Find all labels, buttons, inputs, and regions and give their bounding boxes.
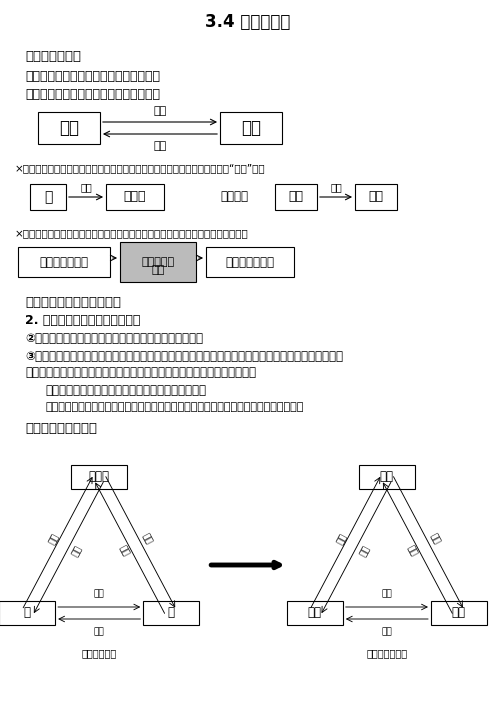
Text: 气态: 气态 bbox=[369, 190, 383, 204]
Text: ×树枝上的雾淞、玻璃上的冰花、露的形成过程中什么物质发生了怎样的物态变化？: ×树枝上的雾淞、玻璃上的冰花、露的形成过程中什么物质发生了怎样的物态变化？ bbox=[15, 228, 249, 238]
Text: 温度很低时: 温度很低时 bbox=[141, 257, 175, 267]
Text: 二、升华吸热，凝华放热。: 二、升华吸热，凝华放热。 bbox=[25, 296, 121, 308]
Text: 水: 水 bbox=[24, 607, 31, 619]
Text: 一、升华和凝华: 一、升华和凝华 bbox=[25, 51, 81, 63]
Bar bbox=[220, 112, 282, 144]
Text: 液化: 液化 bbox=[356, 544, 369, 558]
Text: 凝华: 凝华 bbox=[153, 141, 167, 151]
Text: 水蔭气: 水蔭气 bbox=[124, 190, 146, 204]
Text: 固态: 固态 bbox=[452, 607, 466, 619]
Bar bbox=[106, 184, 164, 210]
Bar bbox=[355, 184, 397, 210]
Text: 液化: 液化 bbox=[68, 544, 81, 558]
Text: 气态: 气态 bbox=[380, 470, 394, 484]
Text: 升华: 升华 bbox=[330, 182, 342, 192]
Text: ②用久了的灯泡的灯丝（錢）会变细，灯泡内壁会变黑。: ②用久了的灯泡的灯丝（錢）会变细，灯泡内壁会变黑。 bbox=[25, 331, 203, 345]
Bar bbox=[431, 601, 487, 625]
Text: 升华: 升华 bbox=[153, 106, 167, 116]
Text: 回答：固态二氧化碳，升华；空气中水蔭气，液化。: 回答：固态二氧化碳，升华；空气中水蔭气，液化。 bbox=[45, 383, 206, 397]
Text: 凝华: 凝华 bbox=[381, 589, 392, 598]
Text: 雾淞、冰花、露: 雾淞、冰花、露 bbox=[226, 256, 274, 268]
Bar bbox=[206, 247, 294, 277]
Text: 水的三态联系: 水的三态联系 bbox=[81, 648, 117, 658]
Bar bbox=[143, 601, 199, 625]
Text: 气态: 气态 bbox=[241, 119, 261, 137]
Bar bbox=[275, 184, 317, 210]
Text: 升华: 升华 bbox=[381, 628, 392, 637]
Bar bbox=[0, 601, 55, 625]
Text: 升华: 升华 bbox=[94, 628, 105, 637]
Text: 冰: 冰 bbox=[44, 190, 52, 204]
Bar bbox=[359, 465, 415, 489]
Text: ③人工降雨：人们从陆地向云层发射干冰（固态二氧化碳）或从飞机上向云层撒干冰，从而达到降雨的: ③人工降雨：人们从陆地向云层发射干冰（固态二氧化碳）或从飞机上向云层撒干冰，从而… bbox=[25, 350, 343, 362]
Text: 凝固: 凝固 bbox=[45, 532, 58, 545]
Text: 凝华：物质从气态直接变为固态的过程。: 凝华：物质从气态直接变为固态的过程。 bbox=[25, 88, 160, 100]
Bar bbox=[71, 465, 127, 489]
Text: 三、物质的三态联系: 三、物质的三态联系 bbox=[25, 421, 97, 435]
Bar bbox=[30, 184, 66, 210]
Text: 溶化: 溶化 bbox=[117, 544, 130, 558]
Text: 溶化: 溶化 bbox=[405, 544, 418, 558]
Bar bbox=[120, 242, 196, 282]
Bar bbox=[18, 247, 110, 277]
Text: 凝固: 凝固 bbox=[333, 532, 346, 545]
Text: 固态: 固态 bbox=[59, 119, 79, 137]
Text: 目的。这一实例中包括几种物质的状态发生了变化？分别是什么物态变化？: 目的。这一实例中包括几种物质的状态发生了变化？分别是什么物态变化？ bbox=[25, 366, 256, 380]
Text: 汽化: 汽化 bbox=[140, 532, 153, 545]
Bar bbox=[38, 112, 100, 144]
Text: 解析：固态二氧化碳升华吸收热量，造成温度降低，从而导致空气中的水蔭气发生液化。: 解析：固态二氧化碳升华吸收热量，造成温度降低，从而导致空气中的水蔭气发生液化。 bbox=[45, 402, 304, 412]
Text: 凝华: 凝华 bbox=[94, 589, 105, 598]
Text: 汽化: 汽化 bbox=[428, 532, 441, 545]
Text: 凝华: 凝华 bbox=[151, 265, 165, 275]
Text: 樟脑丸：: 樟脑丸： bbox=[220, 190, 248, 204]
Text: 固态: 固态 bbox=[289, 190, 304, 204]
Text: 液态: 液态 bbox=[308, 607, 322, 619]
Text: 升华: 升华 bbox=[80, 182, 92, 192]
Text: 水蔭气: 水蔭气 bbox=[89, 470, 110, 484]
Text: 3.4 升华和凝华: 3.4 升华和凝华 bbox=[205, 13, 291, 31]
Text: 2. 升华吸热，凝华放热的应用：: 2. 升华吸热，凝华放热的应用： bbox=[25, 314, 140, 326]
Text: 升华：物质从固态直接变为气态的过程。: 升华：物质从固态直接变为气态的过程。 bbox=[25, 69, 160, 83]
Text: 冰: 冰 bbox=[168, 607, 175, 619]
Text: 空气中的水蔭气: 空气中的水蔭气 bbox=[40, 256, 88, 268]
Text: 物质的三态联系: 物质的三态联系 bbox=[367, 648, 407, 658]
Text: ×在严寒的冬天，冰冻的衣服也会晒干；放在衣橱内的樟脑丸越来越小，最后“消失”了。: ×在严寒的冬天，冰冻的衣服也会晒干；放在衣橱内的樟脑丸越来越小，最后“消失”了。 bbox=[15, 163, 266, 173]
Bar bbox=[287, 601, 343, 625]
